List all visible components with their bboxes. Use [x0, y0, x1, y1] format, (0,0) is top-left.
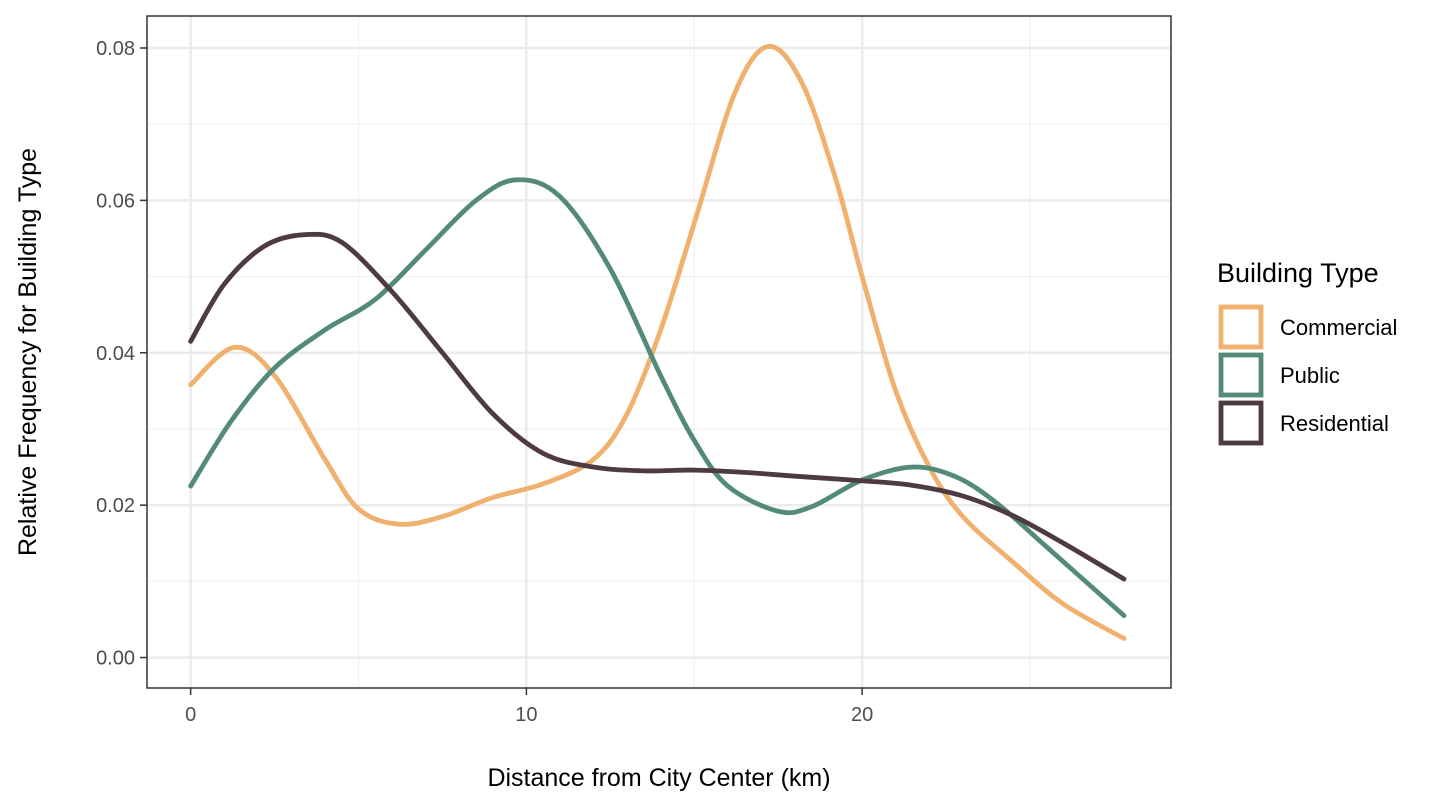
x-tick-label: 20 — [851, 704, 873, 726]
series-line-residential — [188, 231, 1127, 582]
legend-key-commercial — [1218, 304, 1264, 350]
legend-key-public — [1218, 352, 1264, 398]
y-tick-label: 0.02 — [96, 495, 135, 517]
plot-border — [146, 15, 1172, 689]
y-axis: 0.00 0.02 0.04 0.06 0.08 — [96, 38, 147, 670]
x-axis-title: Distance from City Center (km) — [487, 764, 830, 792]
series-layer — [188, 44, 1127, 641]
series-line-public — [188, 177, 1127, 619]
legend-label-residential: Residential — [1280, 411, 1389, 436]
y-axis-title: Relative Frequency for Building Type — [14, 148, 42, 556]
y-tick-label: 0.00 — [96, 648, 135, 670]
legend-key-residential — [1218, 400, 1264, 446]
y-tick-label: 0.08 — [96, 38, 135, 60]
x-tick-label: 10 — [515, 704, 537, 726]
major-gridlines — [147, 16, 1171, 688]
legend: Building Type Commercial Public Residentia… — [1217, 258, 1397, 446]
legend-label-public: Public — [1280, 363, 1340, 388]
y-tick-label: 0.06 — [96, 190, 135, 212]
x-tick-label: 0 — [185, 704, 196, 726]
legend-label-commercial: Commercial — [1280, 315, 1397, 340]
legend-title: Building Type — [1217, 258, 1379, 288]
x-axis: 0 10 20 — [185, 688, 873, 726]
y-tick-label: 0.04 — [96, 343, 135, 365]
